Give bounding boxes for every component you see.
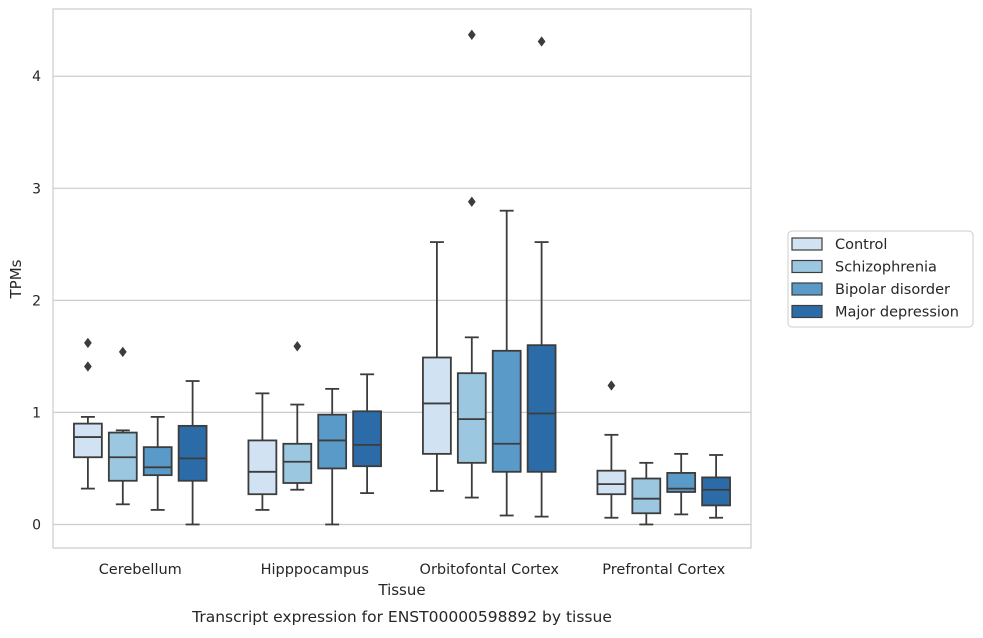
box (456, 372, 487, 464)
x-tick-label: Orbitofontal Cortex (420, 562, 560, 578)
box (317, 413, 348, 470)
legend-swatch (791, 259, 823, 274)
box-plot (247, 392, 278, 511)
legend-label: Bipolar disorder (835, 282, 950, 298)
legend-label: Major depression (835, 305, 959, 321)
gridlines (53, 75, 751, 526)
x-tick-labels: Cerebellum Hipppocampus Orbitofontal Corte… (99, 562, 726, 578)
box-plot (317, 387, 348, 526)
box-plot (352, 373, 382, 494)
legend: Control Schizophrenia Bipolar disorder Majo… (787, 230, 974, 328)
box (701, 476, 731, 507)
y-tick-label: 3 (32, 181, 41, 197)
box-plot (701, 454, 731, 519)
box (666, 472, 697, 493)
chart-caption: Transcript expression for ENST0000059889… (191, 608, 612, 626)
legend-label: Control (835, 237, 887, 253)
box (352, 410, 382, 468)
outlier-point (467, 29, 476, 40)
box (282, 442, 313, 484)
box (596, 469, 627, 496)
outlier-point (84, 337, 92, 349)
x-tick-label: Hipppocampus (261, 562, 369, 578)
box (631, 477, 662, 515)
box-plot (491, 209, 522, 517)
box-plot (631, 461, 662, 526)
box-plot (666, 452, 697, 516)
x-axis-label: Tissue (377, 581, 425, 599)
legend-frame (787, 230, 974, 328)
box-plot (282, 341, 313, 491)
legend-swatch (791, 237, 823, 251)
box-plot (142, 415, 173, 511)
box-plot (596, 380, 627, 519)
box (422, 356, 452, 455)
box (247, 439, 278, 496)
box-plot (456, 29, 487, 499)
box-marks (73, 29, 731, 526)
legend-items: Control Schizophrenia Bipolar disorder Majo… (791, 237, 959, 321)
box-plot (422, 241, 452, 492)
box (142, 446, 173, 477)
y-tick-label: 1 (32, 405, 41, 421)
y-tick-labels: 0 1 2 3 4 (32, 69, 41, 533)
box (526, 344, 557, 473)
y-tick-label: 2 (32, 293, 41, 309)
plot-frame (52, 8, 752, 549)
outlier-point (467, 196, 476, 207)
outlier-point (293, 341, 302, 352)
box-plot (177, 380, 208, 526)
outlier-point (84, 361, 92, 372)
legend-swatch (791, 282, 823, 296)
y-tick-label: 0 (32, 517, 41, 533)
box-plot (73, 337, 103, 490)
y-axis-label: TPMs (7, 259, 25, 299)
box (177, 424, 208, 482)
x-tick-label: Cerebellum (99, 562, 182, 578)
y-tick-label: 4 (32, 69, 41, 85)
outlier-point (537, 36, 546, 47)
outlier-point (118, 346, 127, 358)
x-tick-label: Prefrontal Cortex (602, 562, 725, 578)
box (491, 349, 522, 473)
outlier-point (607, 380, 616, 391)
box-plot (107, 346, 138, 506)
box-plot (526, 36, 557, 518)
legend-label: Schizophrenia (835, 260, 937, 276)
box (73, 422, 103, 459)
legend-swatch (791, 304, 823, 319)
